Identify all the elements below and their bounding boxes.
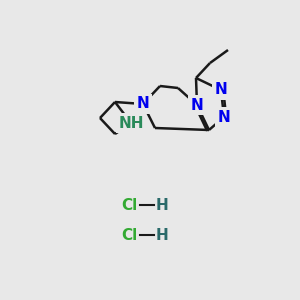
Text: H: H (156, 197, 169, 212)
Text: H: H (156, 227, 169, 242)
Text: Cl: Cl (122, 197, 138, 212)
Text: N: N (136, 97, 149, 112)
Text: N: N (214, 82, 227, 98)
Text: N: N (218, 110, 230, 124)
Text: NH: NH (118, 116, 144, 130)
Text: Cl: Cl (122, 227, 138, 242)
Text: N: N (190, 98, 203, 112)
